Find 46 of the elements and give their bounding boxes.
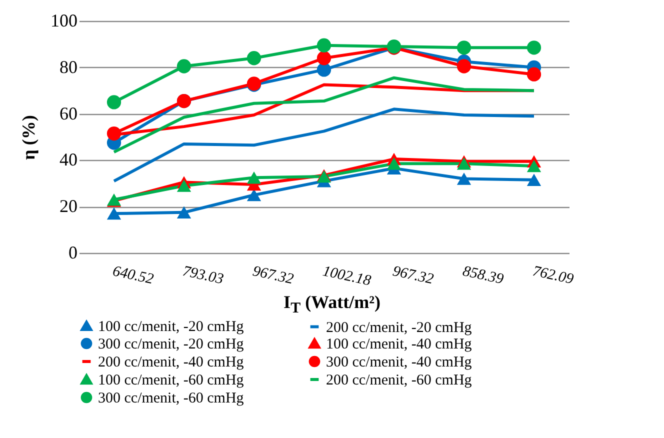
- point: [176, 206, 192, 219]
- x-tick-label: 793.03: [181, 264, 225, 288]
- legend-label: 200 cc/menit, -20 cmHg: [326, 320, 472, 336]
- point: [316, 38, 332, 52]
- point: [316, 51, 332, 66]
- y-tick-label: 20: [60, 196, 78, 216]
- y-tick-label: 0: [68, 242, 78, 262]
- x-tick-label: 858.39: [461, 264, 506, 288]
- y-axis-title: η (%): [18, 115, 38, 160]
- point: [456, 40, 472, 55]
- point: [246, 188, 262, 202]
- x-tick-label: 762.09: [531, 264, 576, 288]
- y-tick-label: 40: [60, 150, 78, 170]
- line-series: [112, 108, 536, 183]
- legend-label: 200 cc/menit, -60 cmHg: [326, 372, 472, 388]
- point: [176, 180, 192, 192]
- x-tick-label: 967.32: [251, 264, 296, 288]
- y-tick-label: 60: [60, 103, 78, 124]
- legend-label: 300 cc/menit, -60 cmHg: [98, 390, 244, 406]
- y-tick-label: 100: [50, 10, 78, 30]
- point: [106, 95, 122, 110]
- x-tick-label: 640.52: [111, 264, 156, 288]
- point: [246, 51, 262, 66]
- legend-label: 100 cc/menit, -60 cmHg: [98, 372, 244, 388]
- point: [386, 158, 402, 170]
- point: [526, 174, 542, 186]
- y-tick-label: 80: [60, 56, 78, 77]
- legend-label: 100 cc/menit, -20 cmHg: [98, 318, 244, 335]
- point: [526, 40, 542, 55]
- point: [316, 62, 332, 77]
- x-axis-title: I$_{T}$ (Watt/m²): [282, 292, 382, 318]
- legend-label: 200 cc/menit, -40 cmHg: [98, 354, 244, 370]
- x-tick-label: 967.32: [391, 264, 436, 288]
- point: [526, 67, 542, 82]
- point: [526, 160, 542, 172]
- x-tick-label: 1002.18: [321, 264, 373, 290]
- legend-label: 300 cc/menit, -40 cmHg: [326, 354, 472, 370]
- point: [106, 207, 122, 220]
- point: [456, 59, 472, 74]
- point: [176, 59, 192, 74]
- point: [106, 126, 122, 141]
- point: [456, 158, 472, 170]
- legend-label: 100 cc/menit, -40 cmHg: [326, 336, 472, 352]
- point: [246, 171, 262, 184]
- legend-label: 300 cc/menit, -20 cmHg: [98, 336, 244, 352]
- point: [456, 172, 472, 185]
